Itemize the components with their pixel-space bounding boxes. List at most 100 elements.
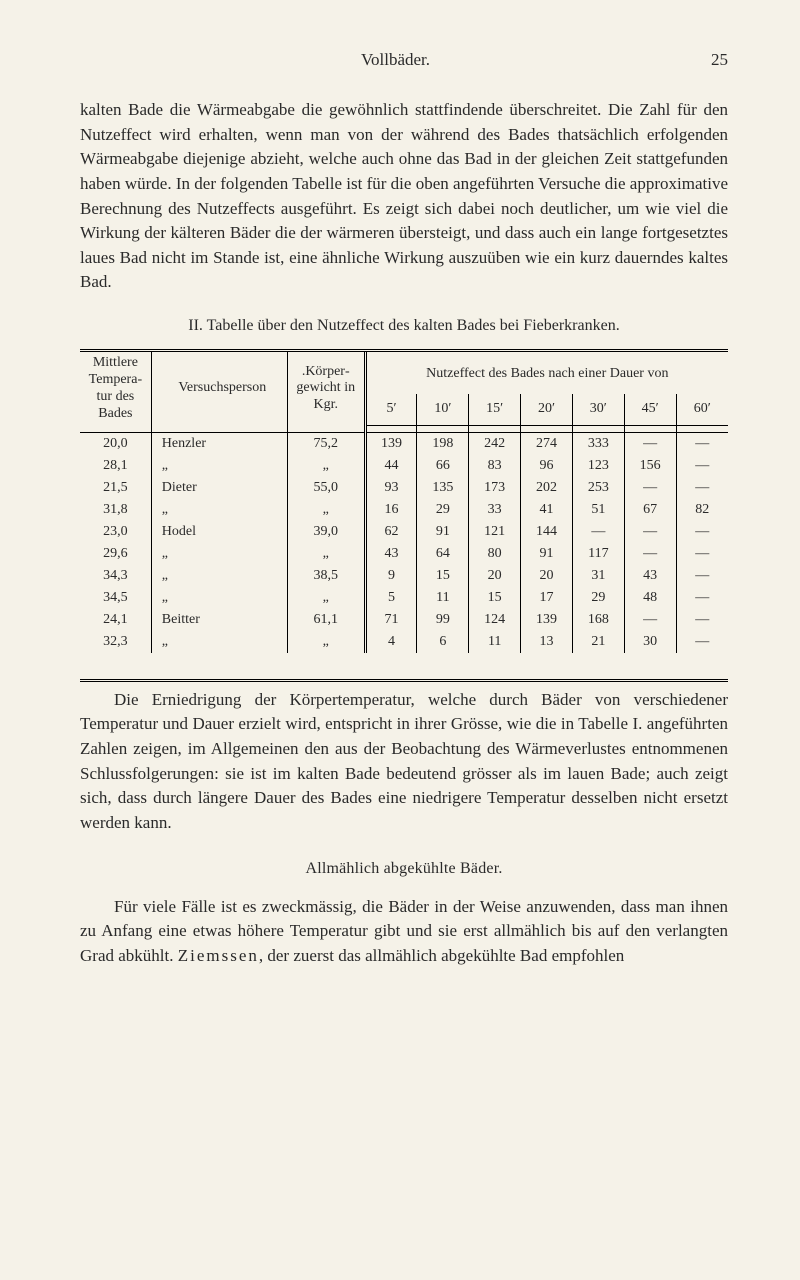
cell-person: „ <box>151 455 287 477</box>
cell-temp: 21,5 <box>80 477 151 499</box>
cell-value: 31 <box>572 565 624 587</box>
cell-value: 62 <box>365 521 417 543</box>
running-head: Vollbäder. 25 <box>80 50 728 70</box>
paragraph-1: kalten Bade die Wärmeabgabe die gewöhnli… <box>80 98 728 295</box>
paragraph-3: Für viele Fälle ist es zweckmässig, die … <box>80 895 728 969</box>
cell-value: 91 <box>521 543 573 565</box>
cell-value: 139 <box>521 609 573 631</box>
cell-weight: 75,2 <box>287 432 365 455</box>
cell-value: 20 <box>521 565 573 587</box>
cell-person: Dieter <box>151 477 287 499</box>
cell-weight: „ <box>287 631 365 653</box>
th-versuch: Versuchsperson <box>151 352 287 425</box>
table-row: 34,3„38,591520203143— <box>80 565 728 587</box>
rule-bottom <box>80 679 728 682</box>
cell-value: 66 <box>417 455 469 477</box>
th-dur-2: 15′ <box>469 394 521 426</box>
cell-weight: 39,0 <box>287 521 365 543</box>
cell-value: 43 <box>365 543 417 565</box>
cell-weight: 38,5 <box>287 565 365 587</box>
cell-value: 121 <box>469 521 521 543</box>
th-mittlere: Mittlere Tempera­tur des Bades <box>80 352 151 425</box>
cell-person: „ <box>151 565 287 587</box>
cell-value: 124 <box>469 609 521 631</box>
data-table: Mittlere Tempera­tur des Bades Versuchsp… <box>80 352 728 653</box>
th-dur-1: 10′ <box>417 394 469 426</box>
cell-value: 15 <box>417 565 469 587</box>
table-row: 23,0Hodel39,06291121144——— <box>80 521 728 543</box>
cell-value: — <box>676 587 728 609</box>
cell-value: 123 <box>572 455 624 477</box>
cell-value: 71 <box>365 609 417 631</box>
cell-value: 11 <box>417 587 469 609</box>
cell-value: 20 <box>469 565 521 587</box>
cell-value: 242 <box>469 432 521 455</box>
cell-person: „ <box>151 631 287 653</box>
table-row: 32,3„„4611132130— <box>80 631 728 653</box>
cell-value: — <box>676 455 728 477</box>
cell-value: 99 <box>417 609 469 631</box>
cell-value: 64 <box>417 543 469 565</box>
cell-value: 173 <box>469 477 521 499</box>
th-dur-6: 60′ <box>676 394 728 426</box>
cell-value: 82 <box>676 499 728 521</box>
cell-value: — <box>624 521 676 543</box>
cell-value: 4 <box>365 631 417 653</box>
cell-temp: 34,5 <box>80 587 151 609</box>
th-span: Nutzeffect des Bades nach einer Dauer vo… <box>365 352 728 394</box>
cell-value: 44 <box>365 455 417 477</box>
cell-value: 202 <box>521 477 573 499</box>
cell-value: — <box>676 631 728 653</box>
cell-value: 156 <box>624 455 676 477</box>
cell-value: 33 <box>469 499 521 521</box>
cell-value: 333 <box>572 432 624 455</box>
page-number: 25 <box>711 50 728 70</box>
cell-value: 139 <box>365 432 417 455</box>
cell-temp: 20,0 <box>80 432 151 455</box>
table-row: 21,5Dieter55,093135173202253—— <box>80 477 728 499</box>
cell-value: 29 <box>417 499 469 521</box>
cell-temp: 32,3 <box>80 631 151 653</box>
cell-value: 43 <box>624 565 676 587</box>
cell-value: 274 <box>521 432 573 455</box>
cell-value: — <box>676 521 728 543</box>
th-gewicht: .Körper­gewicht in Kgr. <box>287 352 365 425</box>
cell-value: — <box>624 609 676 631</box>
cell-value: 9 <box>365 565 417 587</box>
cell-value: 168 <box>572 609 624 631</box>
cell-weight: „ <box>287 499 365 521</box>
cell-person: Hodel <box>151 521 287 543</box>
cell-value: 198 <box>417 432 469 455</box>
table-body: 20,0Henzler75,2139198242274333——28,1„„44… <box>80 432 728 653</box>
cell-value: 91 <box>417 521 469 543</box>
th-dur-3: 20′ <box>521 394 573 426</box>
cell-temp: 23,0 <box>80 521 151 543</box>
cell-value: — <box>572 521 624 543</box>
cell-value: 5 <box>365 587 417 609</box>
cell-value: — <box>676 565 728 587</box>
cell-value: 17 <box>521 587 573 609</box>
table-row: 28,1„„44668396123156— <box>80 455 728 477</box>
paragraph-2: Die Erniedrigung der Körpertemperatur, w… <box>80 688 728 836</box>
cell-value: — <box>624 543 676 565</box>
cell-temp: 29,6 <box>80 543 151 565</box>
cell-value: 253 <box>572 477 624 499</box>
cell-temp: 24,1 <box>80 609 151 631</box>
cell-value: 15 <box>469 587 521 609</box>
cell-value: 13 <box>521 631 573 653</box>
cell-value: — <box>676 432 728 455</box>
cell-value: — <box>624 477 676 499</box>
table-row: 20,0Henzler75,2139198242274333—— <box>80 432 728 455</box>
cell-value: 30 <box>624 631 676 653</box>
cell-value: 51 <box>572 499 624 521</box>
cell-temp: 28,1 <box>80 455 151 477</box>
cell-weight: „ <box>287 587 365 609</box>
cell-value: 29 <box>572 587 624 609</box>
cell-value: — <box>676 543 728 565</box>
th-dur-4: 30′ <box>572 394 624 426</box>
cell-person: Henzler <box>151 432 287 455</box>
cell-value: 11 <box>469 631 521 653</box>
cell-person: Beitter <box>151 609 287 631</box>
table-row: 31,8„„16293341516782 <box>80 499 728 521</box>
cell-weight: 55,0 <box>287 477 365 499</box>
